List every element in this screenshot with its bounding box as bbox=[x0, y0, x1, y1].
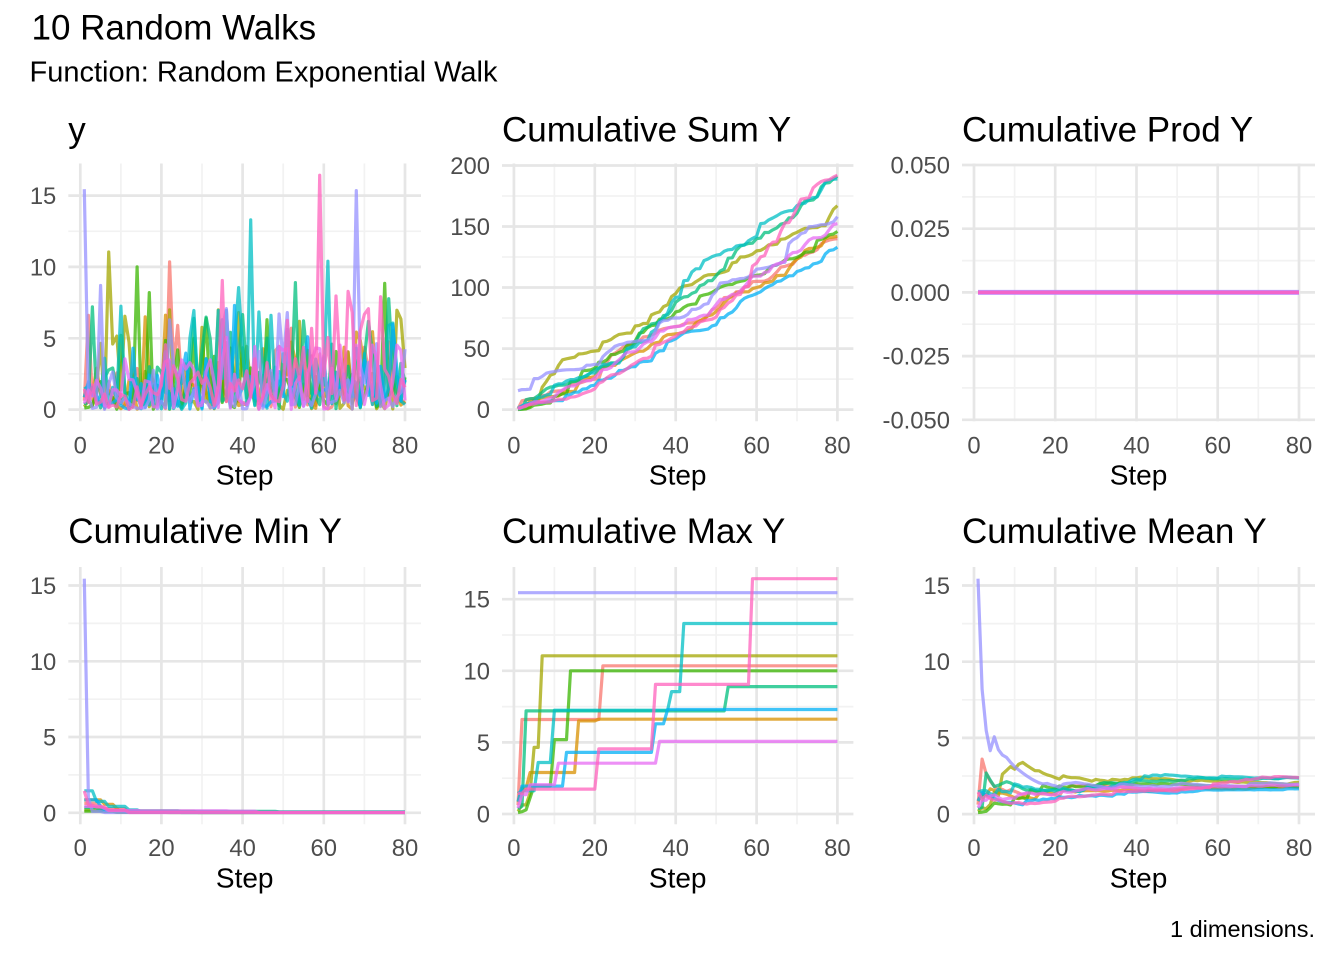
svg-text:-0.025: -0.025 bbox=[883, 344, 950, 371]
svg-text:50: 50 bbox=[464, 336, 490, 363]
svg-text:15: 15 bbox=[464, 587, 490, 614]
svg-text:Step: Step bbox=[649, 862, 707, 893]
svg-text:0: 0 bbox=[43, 397, 56, 424]
svg-text:40: 40 bbox=[229, 432, 255, 459]
svg-text:5: 5 bbox=[43, 725, 56, 752]
svg-text:0: 0 bbox=[507, 835, 520, 862]
svg-text:100: 100 bbox=[450, 275, 490, 302]
svg-text:10: 10 bbox=[924, 649, 950, 676]
svg-text:60: 60 bbox=[743, 835, 769, 862]
svg-text:10: 10 bbox=[30, 649, 56, 676]
svg-text:15: 15 bbox=[30, 183, 56, 210]
svg-text:80: 80 bbox=[392, 432, 418, 459]
svg-text:Cumulative Mean Y: Cumulative Mean Y bbox=[962, 512, 1267, 551]
svg-text:20: 20 bbox=[148, 835, 174, 862]
svg-text:10 Random Walks: 10 Random Walks bbox=[32, 9, 317, 48]
svg-text:80: 80 bbox=[824, 432, 850, 459]
svg-text:15: 15 bbox=[30, 573, 56, 600]
svg-text:Step: Step bbox=[216, 862, 274, 893]
svg-text:y: y bbox=[68, 110, 86, 149]
svg-text:60: 60 bbox=[1204, 835, 1230, 862]
svg-text:0: 0 bbox=[477, 802, 490, 829]
svg-text:80: 80 bbox=[392, 835, 418, 862]
svg-text:200: 200 bbox=[450, 153, 490, 180]
svg-text:5: 5 bbox=[937, 725, 950, 752]
svg-text:Function: Random Exponential W: Function: Random Exponential Walk bbox=[30, 56, 498, 88]
svg-text:0: 0 bbox=[937, 802, 950, 829]
svg-text:60: 60 bbox=[743, 432, 769, 459]
svg-text:Step: Step bbox=[1110, 459, 1168, 490]
svg-text:5: 5 bbox=[43, 326, 56, 353]
svg-text:80: 80 bbox=[1286, 835, 1312, 862]
svg-text:10: 10 bbox=[30, 254, 56, 281]
svg-text:0: 0 bbox=[43, 800, 56, 827]
svg-text:0: 0 bbox=[74, 835, 87, 862]
svg-text:Cumulative Sum Y: Cumulative Sum Y bbox=[502, 110, 791, 149]
svg-text:20: 20 bbox=[1042, 835, 1068, 862]
svg-text:20: 20 bbox=[148, 432, 174, 459]
svg-text:40: 40 bbox=[662, 835, 688, 862]
svg-text:10: 10 bbox=[464, 658, 490, 685]
svg-text:80: 80 bbox=[1286, 432, 1312, 459]
svg-text:40: 40 bbox=[229, 835, 255, 862]
svg-text:20: 20 bbox=[582, 835, 608, 862]
svg-text:0.000: 0.000 bbox=[890, 280, 950, 307]
svg-text:60: 60 bbox=[311, 835, 337, 862]
svg-text:Step: Step bbox=[1110, 862, 1168, 893]
svg-text:Cumulative Min Y: Cumulative Min Y bbox=[68, 512, 342, 551]
svg-text:60: 60 bbox=[1204, 432, 1230, 459]
svg-text:0: 0 bbox=[967, 835, 980, 862]
svg-text:0: 0 bbox=[967, 432, 980, 459]
svg-text:60: 60 bbox=[311, 432, 337, 459]
svg-text:0.025: 0.025 bbox=[890, 216, 950, 243]
svg-text:20: 20 bbox=[1042, 432, 1068, 459]
svg-text:80: 80 bbox=[824, 835, 850, 862]
svg-text:0.050: 0.050 bbox=[890, 153, 950, 180]
svg-text:Step: Step bbox=[216, 459, 274, 490]
svg-text:Cumulative Prod Y: Cumulative Prod Y bbox=[962, 110, 1253, 149]
svg-text:Step: Step bbox=[649, 459, 707, 490]
svg-text:0: 0 bbox=[74, 432, 87, 459]
svg-text:150: 150 bbox=[450, 214, 490, 241]
svg-text:Cumulative Max Y: Cumulative Max Y bbox=[502, 512, 785, 551]
svg-text:-0.050: -0.050 bbox=[883, 407, 950, 434]
svg-text:20: 20 bbox=[582, 432, 608, 459]
svg-text:40: 40 bbox=[1123, 835, 1149, 862]
svg-text:1 dimensions.: 1 dimensions. bbox=[1170, 916, 1315, 942]
svg-text:15: 15 bbox=[924, 573, 950, 600]
svg-text:0: 0 bbox=[477, 397, 490, 424]
svg-text:40: 40 bbox=[1123, 432, 1149, 459]
svg-text:5: 5 bbox=[477, 730, 490, 757]
svg-text:40: 40 bbox=[662, 432, 688, 459]
svg-text:0: 0 bbox=[507, 432, 520, 459]
